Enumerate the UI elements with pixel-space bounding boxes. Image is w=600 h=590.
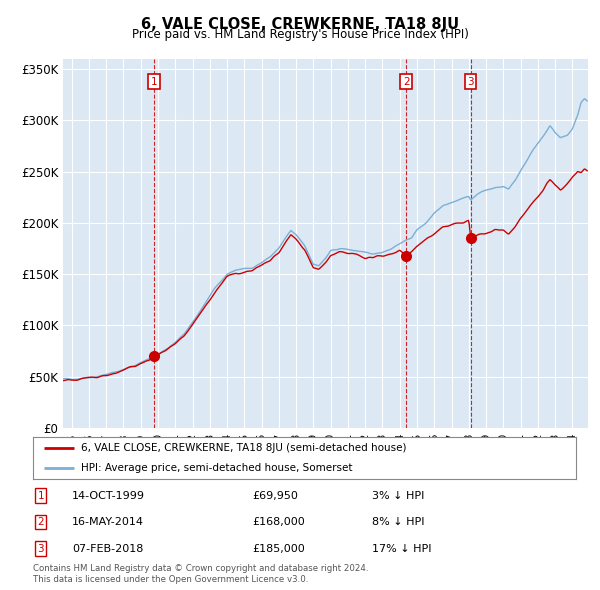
Text: 3% ↓ HPI: 3% ↓ HPI — [372, 491, 424, 500]
Text: 6, VALE CLOSE, CREWKERNE, TA18 8JU: 6, VALE CLOSE, CREWKERNE, TA18 8JU — [141, 17, 459, 31]
Text: £185,000: £185,000 — [252, 544, 305, 553]
Text: This data is licensed under the Open Government Licence v3.0.: This data is licensed under the Open Gov… — [33, 575, 308, 584]
Text: 1: 1 — [151, 77, 158, 87]
Text: 8% ↓ HPI: 8% ↓ HPI — [372, 517, 425, 527]
Text: 16-MAY-2014: 16-MAY-2014 — [72, 517, 144, 527]
Text: HPI: Average price, semi-detached house, Somerset: HPI: Average price, semi-detached house,… — [81, 464, 352, 473]
Text: 14-OCT-1999: 14-OCT-1999 — [72, 491, 145, 500]
Text: 17% ↓ HPI: 17% ↓ HPI — [372, 544, 431, 553]
Text: 6, VALE CLOSE, CREWKERNE, TA18 8JU (semi-detached house): 6, VALE CLOSE, CREWKERNE, TA18 8JU (semi… — [81, 443, 406, 453]
Text: £69,950: £69,950 — [252, 491, 298, 500]
Text: 3: 3 — [467, 77, 474, 87]
Text: Contains HM Land Registry data © Crown copyright and database right 2024.: Contains HM Land Registry data © Crown c… — [33, 565, 368, 573]
Text: 07-FEB-2018: 07-FEB-2018 — [72, 544, 143, 553]
Text: 1: 1 — [37, 491, 44, 500]
Text: 2: 2 — [403, 77, 409, 87]
Text: 3: 3 — [37, 544, 44, 553]
Text: Price paid vs. HM Land Registry's House Price Index (HPI): Price paid vs. HM Land Registry's House … — [131, 28, 469, 41]
Text: 2: 2 — [37, 517, 44, 527]
Text: £168,000: £168,000 — [252, 517, 305, 527]
